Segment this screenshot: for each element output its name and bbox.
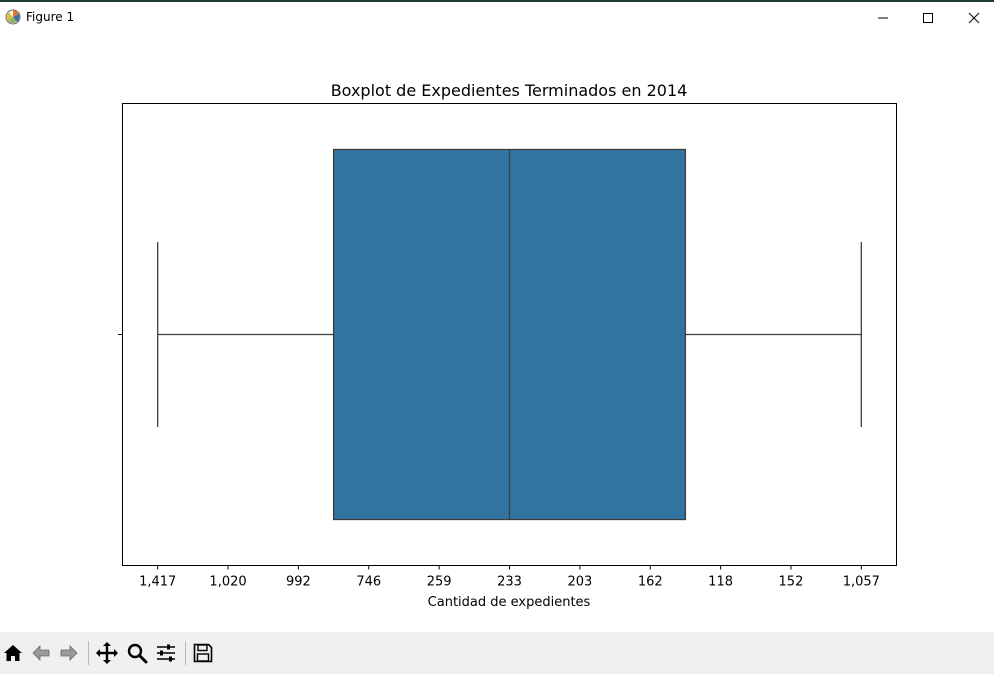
- minimize-button[interactable]: [861, 4, 905, 32]
- forward-arrow-icon: [60, 645, 78, 661]
- x-tick-label: 203: [567, 575, 592, 590]
- navigation-toolbar: [0, 632, 994, 674]
- x-tick-label: 162: [638, 575, 663, 590]
- zoom-button[interactable]: [124, 640, 150, 666]
- pan-button[interactable]: [94, 640, 120, 666]
- configure-subplots-icon: [157, 644, 175, 662]
- toolbar-separator: [88, 641, 89, 665]
- x-tick-label: 992: [286, 575, 311, 590]
- x-tick-label: 1,417: [139, 575, 176, 590]
- x-tick-label: 1,020: [209, 575, 246, 590]
- window-top-border: [0, 0, 994, 2]
- matplotlib-app-icon: [4, 8, 22, 26]
- toolbar-separator: [185, 641, 186, 665]
- x-tick-label: 1,057: [843, 575, 880, 590]
- back-button[interactable]: [28, 640, 54, 666]
- x-tick-label: 233: [497, 575, 522, 590]
- x-tick-label: 746: [356, 575, 381, 590]
- maximize-icon: [923, 13, 933, 23]
- forward-button[interactable]: [56, 640, 82, 666]
- x-tick-label: 259: [427, 575, 452, 590]
- close-button[interactable]: [952, 4, 994, 32]
- minimize-icon: [878, 17, 888, 19]
- configure-subplots-button[interactable]: [153, 640, 179, 666]
- back-arrow-icon: [32, 645, 50, 661]
- chart-title: Boxplot de Expedientes Terminados en 201…: [331, 81, 688, 100]
- x-tick-label: 118: [708, 575, 733, 590]
- close-icon: [968, 12, 980, 24]
- figure-canvas[interactable]: Boxplot de Expedientes Terminados en 201…: [0, 32, 994, 632]
- window-title: Figure 1: [26, 10, 75, 24]
- box-plot-group: [157, 148, 862, 521]
- boxplot-chart: Boxplot de Expedientes Terminados en 201…: [118, 81, 897, 610]
- maximize-button[interactable]: [906, 4, 950, 32]
- home-button[interactable]: [0, 640, 26, 666]
- zoom-icon: [127, 643, 148, 664]
- window-titlebar[interactable]: Figure 1: [0, 2, 994, 32]
- x-axis-label: Cantidad de expedientes: [428, 595, 591, 610]
- pan-icon: [96, 642, 118, 664]
- x-tick-label: 152: [779, 575, 804, 590]
- home-icon: [4, 645, 22, 661]
- save-icon: [193, 643, 213, 663]
- save-button[interactable]: [190, 640, 216, 666]
- x-axis-ticks: 1,417 1,020 992 746 259 233 203 162 118 152 1,057: [139, 565, 880, 590]
